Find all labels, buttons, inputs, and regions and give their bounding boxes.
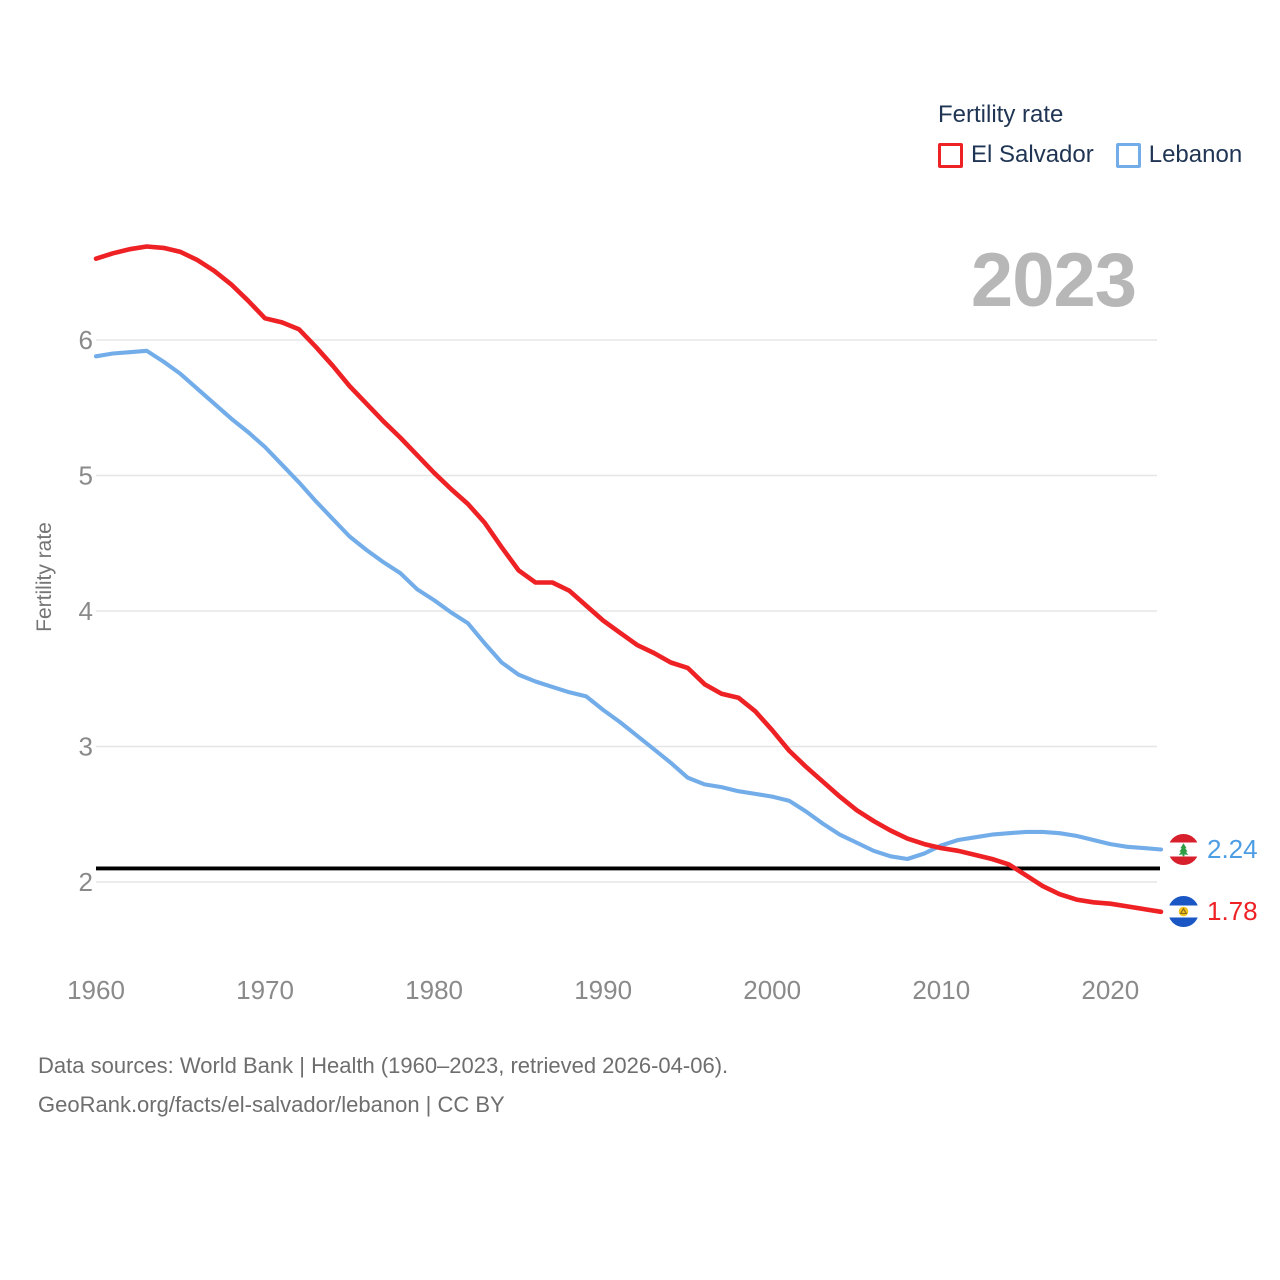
svg-text:2020: 2020 — [1081, 975, 1139, 1005]
legend-item-el-salvador[interactable]: El Salvador — [938, 141, 1094, 169]
svg-text:6: 6 — [79, 325, 93, 355]
svg-text:1960: 1960 — [67, 975, 125, 1005]
lebanon-swatch-icon — [1115, 142, 1141, 168]
svg-text:2: 2 — [79, 867, 93, 897]
svg-text:1970: 1970 — [236, 975, 294, 1005]
legend-title: Fertility rate — [938, 101, 1064, 128]
lebanon-end-value: 2.24 — [1207, 833, 1258, 864]
el-salvador-flag-icon — [1168, 896, 1199, 928]
footer-sources: Data sources: World Bank | Health (1960–… — [38, 1053, 729, 1078]
end-label-el-salvador: 1.78 — [1168, 896, 1258, 928]
legend: Fertility rate El Salvador Lebanon — [938, 101, 1242, 169]
legend-label-lebanon: Lebanon — [1148, 141, 1243, 168]
footer-attribution-link[interactable]: GeoRank.org/facts/el-salvador/lebanon | … — [38, 1092, 505, 1117]
el-salvador-swatch-icon — [938, 142, 963, 168]
svg-text:1980: 1980 — [405, 975, 463, 1005]
svg-text:1990: 1990 — [574, 975, 632, 1005]
el-salvador-end-value: 1.78 — [1207, 896, 1258, 927]
legend-items: El Salvador Lebanon — [938, 141, 1242, 169]
legend-item-lebanon[interactable]: Lebanon — [1115, 141, 1243, 169]
year-watermark: 2023 — [970, 238, 1137, 323]
svg-text:2000: 2000 — [743, 975, 801, 1005]
svg-text:2010: 2010 — [912, 975, 970, 1005]
legend-label-el-salvador: El Salvador — [971, 141, 1094, 168]
svg-text:5: 5 — [79, 461, 93, 491]
y-axis-title: Fertility rate — [33, 522, 56, 632]
end-label-lebanon: 2.24 — [1168, 833, 1258, 865]
svg-text:3: 3 — [79, 732, 93, 762]
footer: Data sources: World Bank | Health (1960–… — [38, 1046, 728, 1124]
lebanon-flag-icon — [1168, 833, 1199, 865]
svg-text:4: 4 — [79, 596, 93, 626]
